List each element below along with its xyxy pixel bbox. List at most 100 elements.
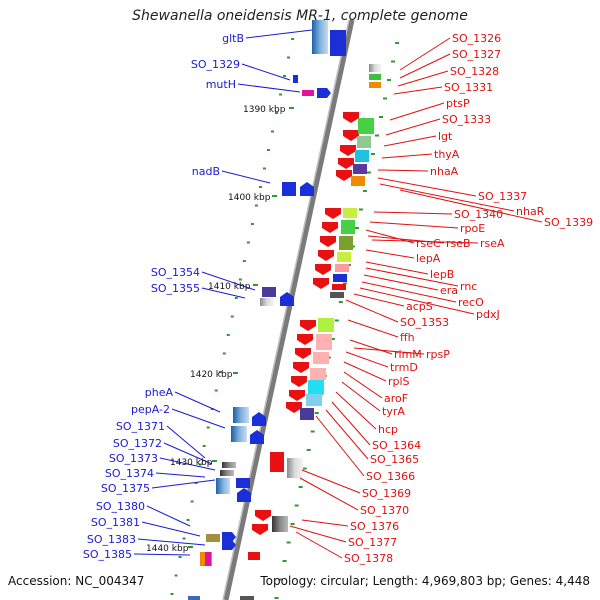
- leader-line: [155, 472, 206, 478]
- left-gene-label: SO_1385: [83, 548, 132, 561]
- leader-line: [299, 477, 359, 511]
- gene-block: [272, 516, 288, 532]
- topology-text: Topology: circular; Length: 4,969,803 bp…: [260, 574, 590, 588]
- leader-line: [343, 371, 383, 399]
- tick-mark: [310, 430, 315, 433]
- gene-arrow-up: [250, 430, 264, 444]
- gene-block: [236, 478, 250, 488]
- gene-block: [330, 30, 346, 56]
- tick-mark: [218, 371, 222, 373]
- position-ruler: 1390 kbp 1400 kbp 1410 kbp 1420 kbp 1430 kbp…: [146, 105, 294, 554]
- ruler-tick: [272, 195, 277, 197]
- right-gene-label: SO_1377: [348, 536, 397, 549]
- left-gene-label: SO_1329: [191, 58, 240, 71]
- tick-mark: [178, 556, 182, 558]
- gene-block: [312, 20, 328, 54]
- right-gene-label: thyA: [434, 148, 460, 161]
- gene-block: [369, 74, 381, 80]
- left-gene-label: gltB: [222, 32, 244, 45]
- right-gene-label: nhaA: [430, 165, 459, 178]
- tick-mark: [391, 60, 396, 63]
- gene-arrow-forward: [222, 540, 236, 550]
- tick-mark: [230, 315, 234, 318]
- tick-mark: [358, 208, 363, 211]
- tick-mark: [278, 578, 283, 581]
- left-gene-label: SO_1371: [116, 420, 165, 433]
- leader-line: [146, 505, 191, 527]
- ruler-tick-label: 1390 kbp: [243, 105, 286, 115]
- leader-line: [377, 177, 477, 197]
- gene-arrow-down: [286, 402, 302, 413]
- gene-arrow-up: [252, 412, 266, 426]
- left-gene-label: SO_1383: [87, 533, 136, 546]
- right-gene-label: ffh: [400, 331, 415, 344]
- right-gene-label: lepB: [430, 268, 454, 281]
- leader-line: [201, 287, 246, 299]
- gene-block: [357, 136, 371, 148]
- left-gene-label: SO_1375: [101, 482, 150, 495]
- gene-block: [313, 352, 329, 364]
- map-title: Shewanella oneidensis MR-1, complete gen…: [132, 8, 468, 24]
- leader-line: [171, 408, 226, 429]
- ruler-tick-label: 1410 kbp: [208, 282, 251, 292]
- label-leader-lines: [133, 29, 543, 559]
- gene-block: [335, 264, 349, 272]
- gene-block: [188, 596, 200, 600]
- right-gene-label: era: [440, 284, 458, 297]
- right-gene-label: rpoE: [460, 222, 485, 235]
- ruler-tick: [253, 284, 258, 286]
- gene-arrow-up: [300, 182, 314, 196]
- leader-line: [137, 538, 206, 546]
- leader-line: [383, 135, 437, 147]
- right-gene-label: SO_1378: [344, 552, 393, 565]
- gene-block: [222, 462, 236, 468]
- tick-mark: [283, 75, 287, 77]
- right-gene-label: rseC: [416, 237, 441, 250]
- leader-line: [335, 391, 377, 430]
- tick-mark: [275, 112, 279, 114]
- tick-mark: [182, 537, 186, 540]
- left-gene-label: SO_1380: [96, 500, 145, 513]
- left-gene-label: SO_1373: [109, 452, 158, 465]
- ruler-tick-label: 1420 kbp: [190, 370, 233, 380]
- tick-mark: [186, 519, 190, 521]
- leader-line: [141, 521, 201, 537]
- tick-mark: [370, 153, 375, 155]
- tick-mark: [287, 56, 291, 59]
- gene-block: [339, 236, 353, 250]
- leader-line: [343, 361, 387, 382]
- right-gene-label: SO_1353: [400, 316, 449, 329]
- gene-block: [262, 287, 276, 297]
- tick-mark: [291, 38, 295, 40]
- gene-arrow-down: [320, 236, 336, 247]
- tick-mark: [294, 504, 299, 507]
- leader-line: [363, 274, 439, 291]
- leader-line: [377, 169, 429, 172]
- gene-arrow-down: [252, 524, 268, 535]
- right-gene-label: SO_1370: [360, 504, 409, 517]
- right-gene-label: SO_1326: [452, 32, 501, 45]
- gene-block: [316, 334, 332, 350]
- leader-line: [289, 525, 347, 543]
- right-gene-label: ptsP: [446, 97, 470, 110]
- right-gene-label: recO: [458, 296, 484, 309]
- gene-block: [260, 298, 274, 306]
- gene-block: [206, 534, 220, 542]
- right-gene-label: SO_1376: [350, 520, 399, 533]
- left-gene-label: pepA-2: [131, 403, 170, 416]
- leader-line: [133, 553, 191, 556]
- tick-mark: [274, 597, 279, 599]
- tick-mark: [383, 97, 388, 100]
- leader-line: [369, 221, 459, 229]
- gene-arrow-down: [338, 158, 354, 169]
- gene-block: [343, 208, 357, 218]
- gene-block: [282, 182, 296, 196]
- gene-arrow-down: [336, 170, 352, 181]
- leader-line: [381, 153, 433, 159]
- gene-arrow-down: [318, 250, 334, 261]
- leader-line: [345, 351, 389, 368]
- tick-mark: [206, 426, 210, 429]
- tick-mark: [374, 134, 379, 137]
- gene-block: [231, 426, 247, 442]
- right-gene-label: SO_1340: [454, 208, 503, 221]
